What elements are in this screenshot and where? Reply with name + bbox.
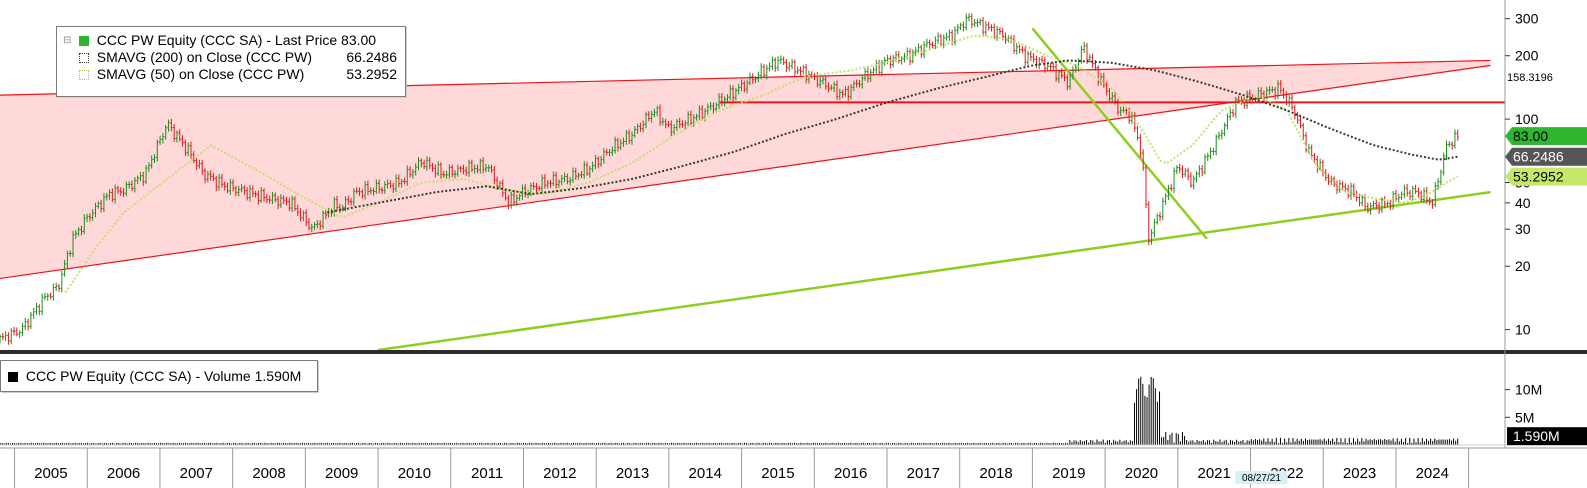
legend-volume-value: 1.590M xyxy=(254,368,302,384)
date-tag-box xyxy=(1235,471,1288,484)
volume-y-tick-label: 5M xyxy=(1515,409,1534,425)
x-tick-label: 2017 xyxy=(907,465,940,482)
legend-volume-label: CCC PW Equity (CCC SA) - Volume xyxy=(25,368,251,384)
price-tag-box xyxy=(1505,127,1587,146)
legend-sma200-label: SMAVG (200) on Close (CCC PW) xyxy=(96,49,313,65)
volume-tag-label: 1.590M xyxy=(1513,428,1560,444)
last-value-tags: 83.00 66.2486 53.2952 1.590M xyxy=(1505,127,1587,446)
x-tick-label: 2021 xyxy=(1197,465,1230,482)
sma50-tag-box xyxy=(1505,167,1587,186)
axes: 1020304050100200300158.319610M5M20052006… xyxy=(14,11,1553,488)
y-tick-label: 200 xyxy=(1515,48,1539,64)
x-tick-label: 2006 xyxy=(107,465,140,482)
volume-y-tick-label: 10M xyxy=(1515,382,1542,398)
x-tick-label: 2015 xyxy=(761,465,794,482)
price-series xyxy=(0,13,1459,345)
dotted-square-light-icon xyxy=(78,70,89,80)
x-tick-label: 2020 xyxy=(1125,465,1158,482)
legend-item-last-price: ⊟ CCC PW Equity (CCC SA) - Last Price 83… xyxy=(57,32,405,49)
y-tick-label: 30 xyxy=(1515,221,1531,237)
y-tick-label: 300 xyxy=(1515,11,1539,27)
volume-legend: CCC PW Equity (CCC SA) - Volume 1.590M xyxy=(0,360,318,392)
y-tick-label: 40 xyxy=(1515,195,1531,211)
x-tick-label: 2019 xyxy=(1052,465,1085,482)
downtrend-line xyxy=(1031,27,1208,240)
sma50-tag-label: 53.2952 xyxy=(1513,169,1564,185)
legend-price-value: 83.00 xyxy=(341,32,377,48)
x-tick-label: 2014 xyxy=(689,465,722,482)
uptrend-line xyxy=(377,190,1491,352)
sma50-line xyxy=(64,34,1459,294)
black-square-icon xyxy=(8,372,18,382)
price-tag-label: 83.00 xyxy=(1513,128,1548,144)
y-tick-label: 20 xyxy=(1515,258,1531,274)
green-square-icon xyxy=(78,36,89,46)
channel-side-value: 158.3196 xyxy=(1507,72,1553,84)
dotted-square-icon xyxy=(78,53,89,63)
x-tick-label: 2018 xyxy=(979,465,1012,482)
x-tick-label: 2012 xyxy=(543,465,576,482)
collapse-icon[interactable]: ⊟ xyxy=(63,35,72,46)
x-tick-label: 2005 xyxy=(34,465,67,482)
y-tick-label: 10 xyxy=(1515,322,1531,338)
sma200-tag-box xyxy=(1505,147,1587,166)
x-tick-label: 2007 xyxy=(180,465,213,482)
x-tick-label: 2013 xyxy=(616,465,649,482)
channel-lower-line xyxy=(0,64,1491,280)
legend-sma200-value: 66.2486 xyxy=(346,49,397,65)
x-tick-label: 2010 xyxy=(398,465,431,482)
x-tick-label: 2024 xyxy=(1416,465,1449,482)
volume-tag-box xyxy=(1507,427,1587,446)
sma200-tag-label: 66.2486 xyxy=(1513,149,1564,165)
price-legend: ⊟ CCC PW Equity (CCC SA) - Last Price 83… xyxy=(56,26,406,97)
chart-frame xyxy=(0,0,1587,449)
y-tick-label: 100 xyxy=(1515,111,1539,127)
legend-price-label: CCC PW Equity (CCC SA) - Last Price xyxy=(96,32,338,48)
legend-item-sma50: SMAVG (50) on Close (CCC PW) 53.2952 xyxy=(57,66,405,83)
date-tag: 08/27/21 xyxy=(1242,473,1281,484)
legend-item-sma200: SMAVG (200) on Close (CCC PW) 66.2486 xyxy=(57,49,405,66)
x-tick-label: 2008 xyxy=(252,465,285,482)
legend-sma50-value: 53.2952 xyxy=(346,66,397,82)
sma200-line xyxy=(327,59,1458,214)
x-tick-label: 2011 xyxy=(471,465,503,482)
legend-item-volume: CCC PW Equity (CCC SA) - Volume 1.590M xyxy=(1,361,317,391)
legend-sma50-label: SMAVG (50) on Close (CCC PW) xyxy=(96,66,305,82)
moving-averages xyxy=(64,34,1459,294)
x-tick-label: 2023 xyxy=(1343,465,1376,482)
x-tick-label: 2009 xyxy=(325,465,358,482)
panel-divider xyxy=(0,350,1587,354)
x-tick-label: 2016 xyxy=(834,465,867,482)
